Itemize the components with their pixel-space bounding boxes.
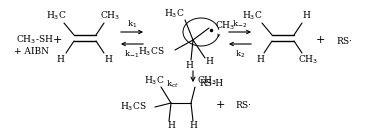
- Text: H: H: [104, 55, 112, 65]
- Text: CH$_3$: CH$_3$: [215, 20, 235, 32]
- Text: H: H: [189, 120, 197, 130]
- Text: k$_{-2}$: k$_{-2}$: [232, 18, 248, 30]
- Text: RS$\cdot$: RS$\cdot$: [234, 99, 251, 111]
- Text: H: H: [302, 11, 310, 20]
- Text: H: H: [56, 55, 64, 65]
- Text: + AIBN: + AIBN: [14, 47, 49, 57]
- Text: RS$\cdot$: RS$\cdot$: [336, 34, 352, 45]
- Text: H$_3$C: H$_3$C: [144, 75, 165, 87]
- Text: +: +: [315, 35, 325, 45]
- Text: k$_2$: k$_2$: [235, 48, 245, 60]
- Text: CH$_3$: CH$_3$: [100, 10, 120, 22]
- Text: H: H: [167, 120, 175, 130]
- Text: CH$_3$: CH$_3$: [197, 75, 217, 87]
- Text: H: H: [256, 55, 264, 65]
- Text: +: +: [215, 100, 225, 110]
- Text: CH$_3$: CH$_3$: [298, 54, 318, 66]
- Text: H$_3$C: H$_3$C: [242, 10, 262, 22]
- Text: H$_3$CS: H$_3$CS: [120, 101, 147, 113]
- Text: H: H: [205, 57, 213, 66]
- Text: H: H: [185, 61, 193, 70]
- Text: H$_3$C: H$_3$C: [164, 8, 185, 20]
- Text: +: +: [52, 35, 62, 45]
- Text: CH$_3$-SH: CH$_3$-SH: [16, 34, 54, 46]
- Text: k$_{ct}$: k$_{ct}$: [166, 78, 179, 90]
- Text: H$_3$C: H$_3$C: [46, 10, 66, 22]
- Text: RS-H: RS-H: [199, 80, 223, 88]
- Text: k$_1$: k$_1$: [127, 18, 137, 30]
- Text: k$_{-1}$: k$_{-1}$: [124, 48, 140, 60]
- Text: H$_3$CS: H$_3$CS: [138, 46, 165, 58]
